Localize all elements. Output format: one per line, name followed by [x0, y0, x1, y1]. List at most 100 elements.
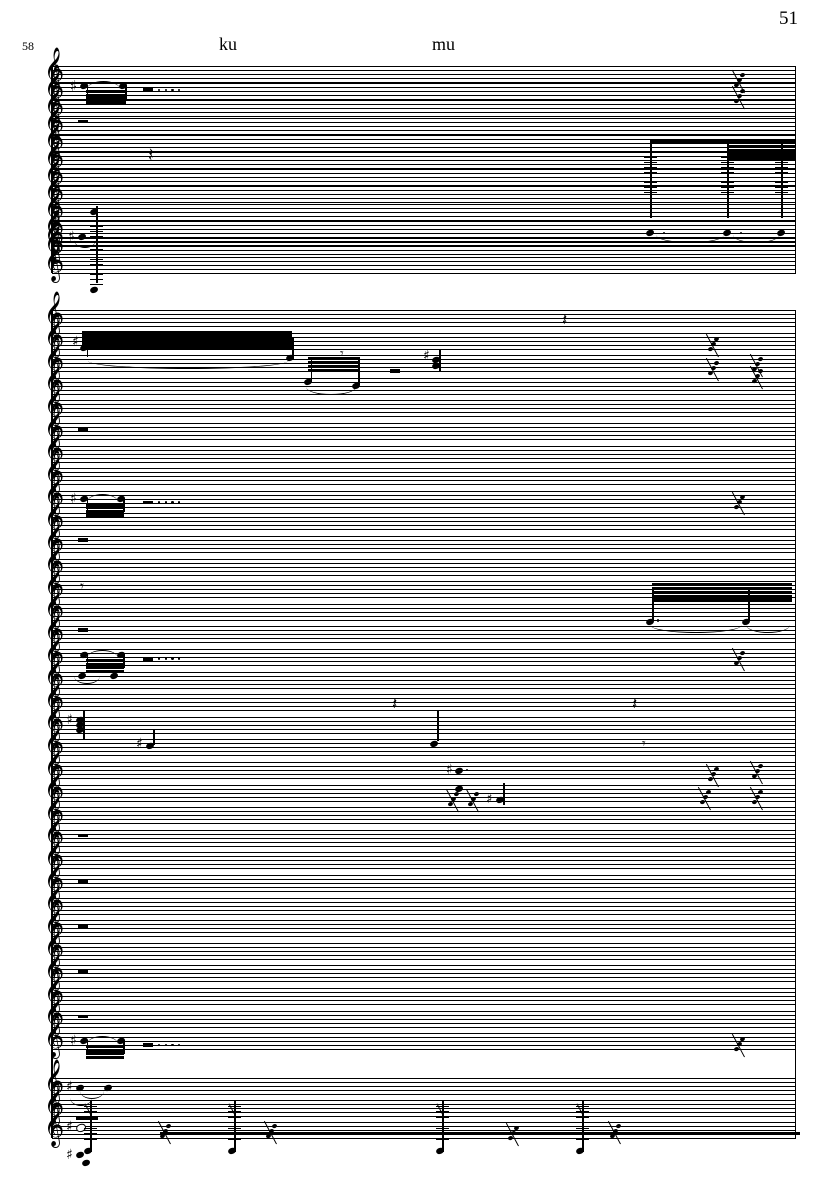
- staff-line: [52, 732, 796, 734]
- treble-clef: 𝄞: [43, 131, 65, 176]
- staff-line: [52, 480, 796, 482]
- staff-line: [52, 245, 796, 246]
- staff-line: [52, 381, 796, 383]
- staff-line: [52, 913, 796, 915]
- staff-line: [52, 1018, 796, 1020]
- staff-1: [52, 66, 796, 83]
- staff-line: [52, 728, 796, 730]
- whole-rest: [78, 1014, 88, 1019]
- treble-clef: 𝄞: [43, 357, 65, 402]
- treble-clef: 𝄞: [43, 80, 65, 125]
- staff-line: [52, 630, 796, 632]
- staff-line: [52, 133, 796, 135]
- note-stem: [439, 349, 441, 372]
- staff-line: [52, 1078, 796, 1079]
- note-stem: [86, 334, 89, 357]
- note-stem: [234, 1100, 236, 1152]
- staff-line: [52, 431, 796, 432]
- whole-rest: [78, 833, 88, 838]
- staff-line: [52, 619, 796, 621]
- beam: [86, 1052, 125, 1056]
- note-stem: [83, 710, 85, 739]
- notehead: [227, 1146, 237, 1155]
- ledger-line: [644, 166, 657, 169]
- beam: [86, 93, 127, 97]
- notehead: [83, 1146, 93, 1155]
- staff-line: [52, 657, 796, 658]
- treble-clef: 𝄞: [43, 45, 65, 90]
- staff-line: [52, 169, 796, 171]
- staff-line: [52, 909, 796, 911]
- augmentation-dot: [158, 657, 161, 660]
- whole-rest: [143, 657, 153, 661]
- staff-line: [52, 1116, 796, 1117]
- sharp-accidental: ♯: [72, 333, 79, 350]
- ledger-line: [775, 156, 788, 159]
- staff-line: [52, 988, 796, 989]
- staff-line: [52, 856, 796, 858]
- staff-27: [52, 603, 796, 621]
- treble-clef: 𝄞: [43, 1101, 65, 1146]
- staff-25: [52, 558, 796, 576]
- staff-34: [52, 762, 796, 779]
- eighth-rest: 𝄾: [340, 346, 344, 363]
- staff-line: [52, 238, 796, 239]
- staff-line: [52, 502, 796, 504]
- barline: [795, 229, 797, 273]
- ledger-line: [84, 1133, 97, 1135]
- staff-line: [52, 774, 796, 775]
- sharp-accidental: ♯: [66, 1079, 73, 1095]
- staff-line: [52, 494, 796, 496]
- ledger-line: [644, 161, 657, 164]
- staff-line: [52, 634, 796, 636]
- staff-22: [52, 490, 796, 508]
- beam: [86, 662, 125, 666]
- ledger-line: [436, 1116, 449, 1119]
- tie-slur: [306, 387, 356, 396]
- staff-line: [52, 626, 796, 628]
- whole-rest: [78, 119, 88, 124]
- staff-line: [52, 517, 796, 519]
- staff-line: [52, 823, 796, 825]
- staff-line: [52, 716, 796, 718]
- staff-line: [52, 1130, 796, 1131]
- staff-line: [52, 181, 796, 183]
- ledger-line: [775, 181, 788, 184]
- staff-40: [52, 897, 796, 915]
- tie-slur: [74, 676, 100, 684]
- treble-clef: 𝄞: [43, 583, 65, 628]
- treble-clef: 𝄞: [43, 493, 65, 538]
- treble-clef: 𝄞: [43, 877, 65, 922]
- whole-rest: [78, 538, 88, 542]
- staff-line: [52, 778, 796, 779]
- staff-line: [52, 965, 796, 967]
- ledger-line: [721, 166, 734, 169]
- staff-line: [52, 484, 796, 486]
- ledger-line: [228, 1122, 241, 1124]
- staff-line: [52, 1108, 796, 1109]
- staff-5: [52, 134, 796, 152]
- ledger-line: [721, 161, 734, 164]
- lyric-syllable-ku: ku: [219, 34, 237, 54]
- staff-line: [52, 177, 796, 179]
- staff-line: [52, 439, 796, 440]
- staff-line: [52, 653, 796, 654]
- staff-line: [52, 585, 796, 587]
- staff-line: [52, 1122, 796, 1123]
- ledger-line: [576, 1106, 589, 1108]
- treble-clef: 𝄞: [43, 447, 65, 492]
- staff-line: [52, 702, 796, 704]
- staff-line: [52, 770, 796, 771]
- treble-clef: 𝄞: [43, 990, 65, 1035]
- treble-clef: 𝄞: [43, 208, 65, 253]
- staff-line: [52, 942, 796, 944]
- staff-45: [52, 1010, 796, 1028]
- staff-line: [52, 548, 796, 549]
- staff-line: [52, 254, 796, 255]
- treble-clef: 𝄞: [43, 696, 65, 741]
- staff-line: [52, 720, 796, 722]
- augmentation-dot: [657, 619, 660, 622]
- staff-line: [52, 400, 796, 402]
- staff-line: [52, 134, 796, 136]
